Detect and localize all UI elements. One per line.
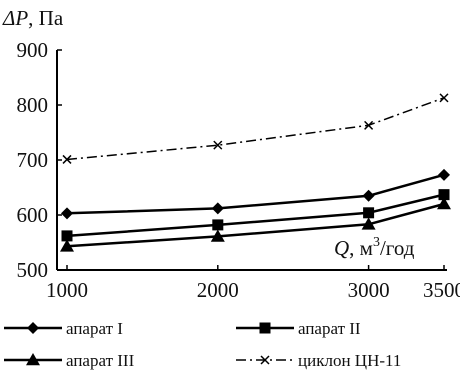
x-axis-unit-prefix: , м <box>349 236 373 260</box>
data-point-square <box>212 219 224 231</box>
y-tick-label: 700 <box>17 148 49 172</box>
legend-item: циклон ЦН-11 <box>236 351 401 370</box>
x-axis-unit-suffix: /год <box>380 236 415 260</box>
data-point-square <box>438 189 450 201</box>
legend-label: апарат II <box>298 319 361 338</box>
legend-marker-triangle <box>26 353 40 366</box>
data-point-square <box>363 207 375 219</box>
data-point-triangle <box>210 229 225 242</box>
x-ticks: 1000 2000 3000 3500 <box>46 265 460 302</box>
series-line-2 <box>66 193 445 238</box>
x-tick-label: 2000 <box>197 278 239 302</box>
y-tick-label: 900 <box>17 38 49 62</box>
x-axis-unit-sup: 3 <box>373 235 380 250</box>
data-point-triangle <box>437 197 451 210</box>
data-point-diamond <box>211 202 224 215</box>
legend-marker-square <box>259 322 271 334</box>
y-tick-label: 600 <box>17 203 49 227</box>
series-markers <box>60 93 451 252</box>
x-axis-symbol: Q <box>334 236 349 260</box>
legend-label: циклон ЦН-11 <box>298 351 401 370</box>
x-tick-label: 3500 <box>423 278 460 302</box>
x-tick-label: 1000 <box>46 278 88 302</box>
series-line-1 <box>66 173 445 215</box>
y-tick-label: 500 <box>17 258 49 282</box>
x-tick-label: 3000 <box>348 278 390 302</box>
series-line-3 <box>66 202 445 248</box>
x-axis-title: Q, м3/год <box>334 235 415 260</box>
y-axis-title: ΔP, Па <box>2 6 64 30</box>
series-lines <box>66 97 445 248</box>
data-point-triangle <box>60 239 74 252</box>
data-point-x <box>439 93 449 103</box>
legend-item: апарат III <box>4 351 135 370</box>
legend-item: апарат II <box>236 319 361 338</box>
y-ticks: 500 600 700 800 900 <box>17 38 62 282</box>
legend-marker-diamond <box>27 322 39 334</box>
y-axis-symbol: ΔP <box>2 6 28 30</box>
y-tick-label: 800 <box>17 93 49 117</box>
data-point-diamond <box>362 189 375 202</box>
series-line-4 <box>66 97 445 161</box>
legend-label: апарат I <box>66 319 123 338</box>
data-point-square <box>61 230 73 242</box>
data-point-diamond <box>61 207 73 220</box>
data-point-x <box>213 140 223 150</box>
legend-label: апарат III <box>66 351 135 370</box>
legend-item: апарат I <box>4 319 123 338</box>
legend-marker-x <box>260 355 270 365</box>
data-point-diamond <box>438 168 450 181</box>
y-axis-unit: , Па <box>28 6 64 30</box>
data-point-triangle <box>361 217 376 230</box>
legend: апарат I апарат II апарат III циклон ЦН-11 <box>4 319 401 370</box>
data-point-x <box>62 154 72 164</box>
data-point-x <box>364 120 374 130</box>
